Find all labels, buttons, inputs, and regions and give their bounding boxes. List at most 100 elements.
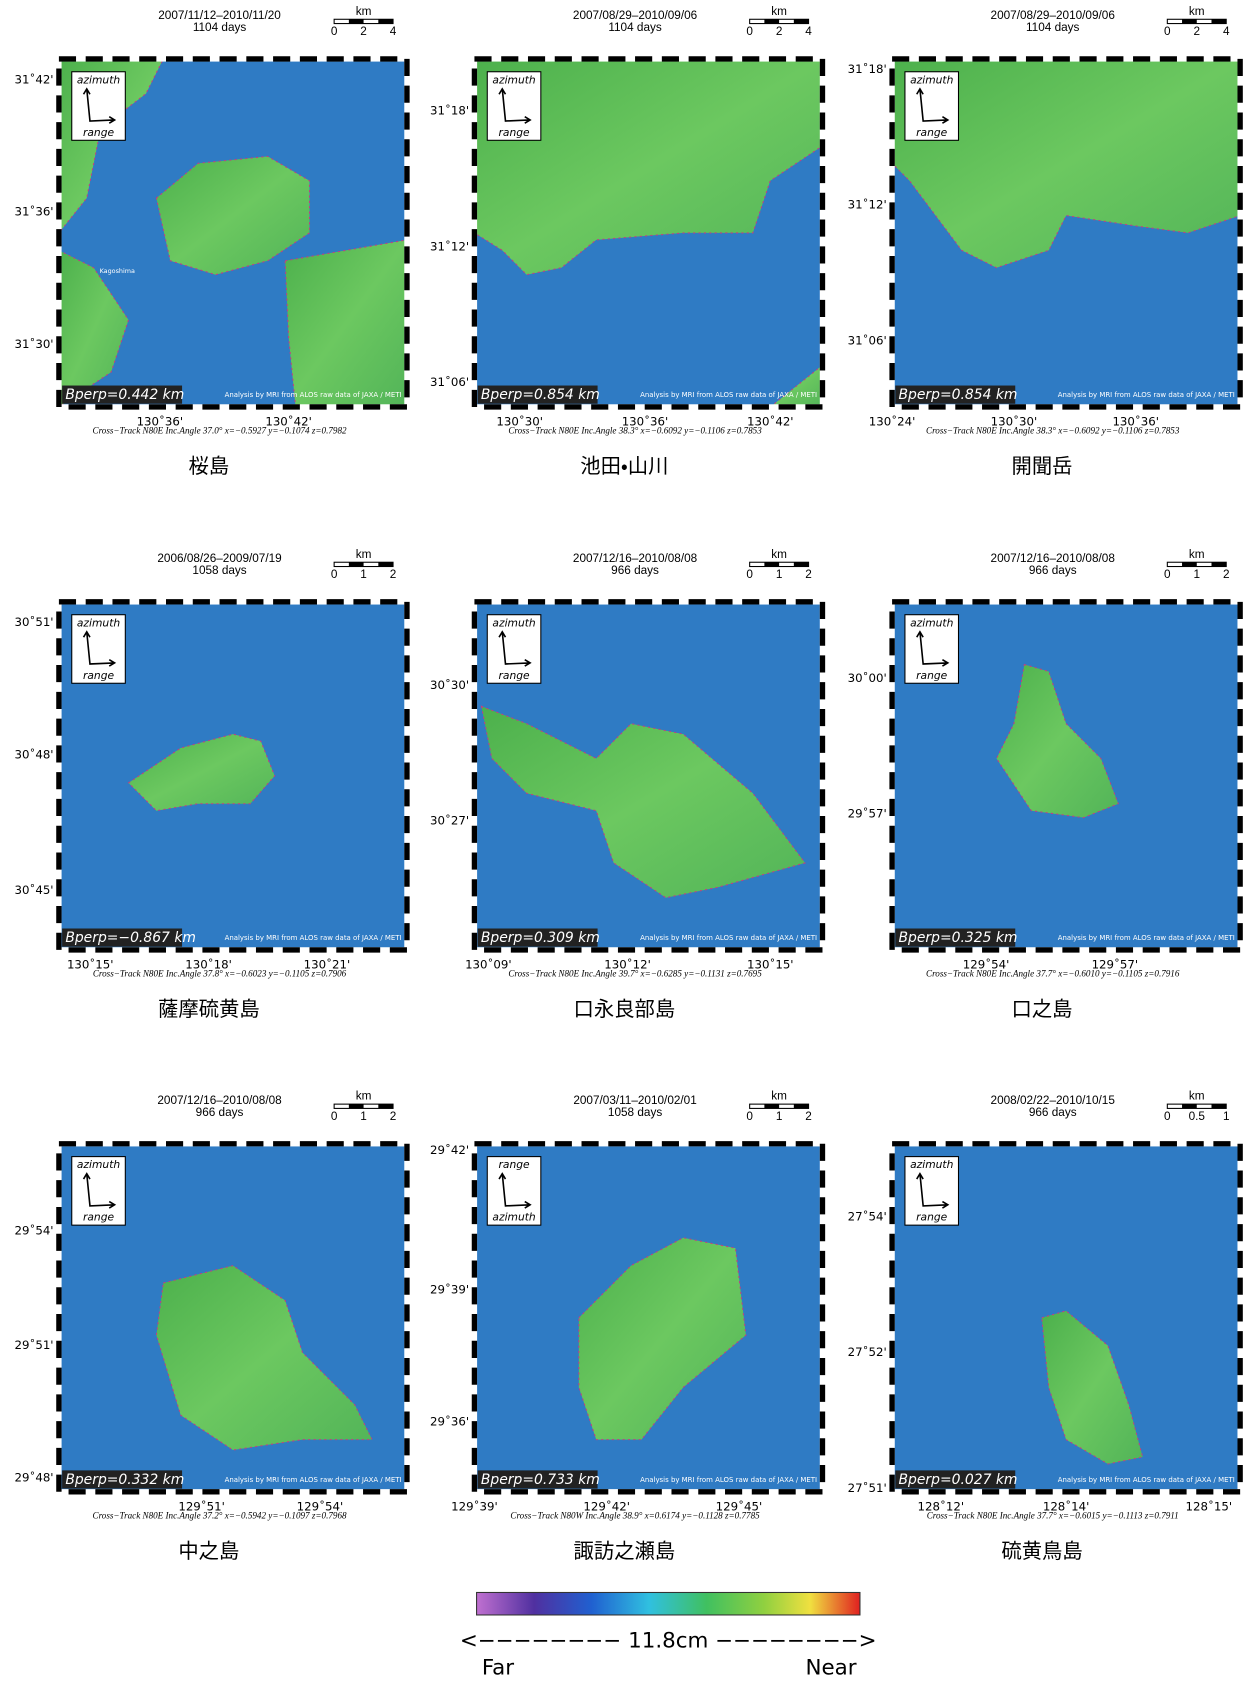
days: 1104 days bbox=[608, 21, 662, 34]
colorbar-near: Near bbox=[805, 1656, 856, 1681]
arrow-label-bottom: range bbox=[83, 669, 115, 682]
days: 966 days bbox=[196, 1106, 244, 1119]
footer: Cross−Track N80E Inc.Angle 37.7° x=−0.60… bbox=[927, 1511, 1179, 1521]
colorbar-far: Far bbox=[482, 1656, 514, 1681]
scale-bar-fill bbox=[794, 562, 809, 566]
scale-tick-label: 1 bbox=[1223, 1110, 1230, 1123]
lat-label: 31˚36' bbox=[14, 204, 53, 219]
arrow-label-bottom: range bbox=[499, 126, 531, 139]
scale-unit: km bbox=[356, 1090, 372, 1103]
lat-label: 29˚57' bbox=[848, 806, 887, 821]
scale-bar-fill bbox=[764, 1104, 779, 1108]
scale-tick-label: 1 bbox=[360, 568, 367, 581]
scale-tick-label: 2 bbox=[1193, 25, 1200, 38]
credit: Analysis by MRI from ALOS raw data of JA… bbox=[225, 1476, 402, 1484]
scale-tick-label: 2 bbox=[360, 25, 367, 38]
credit: Analysis by MRI from ALOS raw data of JA… bbox=[1058, 1476, 1235, 1484]
arrow-label-bottom: range bbox=[83, 1211, 115, 1224]
credit: Analysis by MRI from ALOS raw data of JA… bbox=[225, 391, 402, 399]
lat-label: 27˚54' bbox=[848, 1208, 887, 1223]
scale-unit: km bbox=[1189, 5, 1205, 18]
scale-tick-label: 1 bbox=[776, 568, 783, 581]
credit: Analysis by MRI from ALOS raw data of JA… bbox=[1058, 934, 1235, 942]
arrow-label-top: range bbox=[499, 1158, 531, 1171]
bperp: Bperp=0.332 km bbox=[65, 1472, 184, 1488]
scale-tick-label: 0 bbox=[746, 25, 753, 38]
scale-unit: km bbox=[771, 1090, 787, 1103]
land bbox=[285, 240, 407, 407]
scale-bar-fill bbox=[349, 19, 364, 23]
scale-bar-fill bbox=[794, 1104, 809, 1108]
lat-label: 31˚06' bbox=[430, 374, 469, 389]
scale-bar-fill bbox=[378, 19, 393, 23]
bperp: Bperp=0.854 km bbox=[481, 387, 600, 403]
days: 966 days bbox=[1029, 564, 1077, 577]
scale-unit: km bbox=[356, 548, 372, 561]
arrow-label-bottom: range bbox=[916, 669, 948, 682]
scale-tick-label: 0 bbox=[746, 1110, 753, 1123]
arrow-label-top: azimuth bbox=[77, 73, 121, 86]
panel-name: 口之島 bbox=[1012, 997, 1073, 1021]
place-label: Kagoshima bbox=[100, 267, 135, 275]
scale-tick-label: 0 bbox=[1164, 25, 1171, 38]
arrow-label-top: azimuth bbox=[910, 73, 954, 86]
arrow-label-top: azimuth bbox=[77, 1158, 121, 1171]
scale-tick-label: 0 bbox=[746, 568, 753, 581]
lon-label: 128˚15' bbox=[1186, 1498, 1233, 1513]
credit: Analysis by MRI from ALOS raw data of JA… bbox=[225, 934, 402, 942]
scale-tick-label: 2 bbox=[776, 25, 783, 38]
arrow-label-bottom: range bbox=[83, 126, 115, 139]
days: 966 days bbox=[1029, 1106, 1077, 1119]
lat-label: 27˚51' bbox=[848, 1480, 887, 1495]
scale-tick-label: 0 bbox=[1164, 568, 1171, 581]
scale-unit: km bbox=[771, 5, 787, 18]
arrow-label-top: azimuth bbox=[492, 616, 536, 629]
lat-label: 30˚30' bbox=[430, 677, 469, 692]
scale-tick-label: 4 bbox=[390, 25, 397, 38]
lon-label: 129˚39' bbox=[451, 1498, 498, 1513]
scale-tick-label: 0 bbox=[331, 568, 338, 581]
footer: Cross−Track N80E Inc.Angle 37.2° x=−0.59… bbox=[93, 1511, 348, 1521]
scale-bar-fill bbox=[349, 1104, 364, 1108]
bperp: Bperp=0.854 km bbox=[899, 387, 1018, 403]
lat-label: 30˚00' bbox=[848, 670, 887, 685]
scale-bar-fill bbox=[764, 562, 779, 566]
scale-bar-fill bbox=[1182, 562, 1197, 566]
scale-unit: km bbox=[356, 5, 372, 18]
bperp: Bperp=−0.867 km bbox=[65, 930, 196, 946]
credit: Analysis by MRI from ALOS raw data of JA… bbox=[640, 934, 817, 942]
lat-label: 31˚42' bbox=[14, 71, 53, 86]
lat-label: 31˚12' bbox=[848, 197, 887, 212]
lat-label: 29˚48' bbox=[14, 1469, 53, 1484]
footer: Cross−Track N80E Inc.Angle 37.7° x=−0.60… bbox=[926, 969, 1180, 979]
lon-label: 130˚24' bbox=[869, 413, 916, 428]
footer: Cross−Track N80E Inc.Angle 37.0° x=−0.59… bbox=[93, 426, 348, 436]
colorbar bbox=[477, 1592, 860, 1614]
lat-label: 31˚18' bbox=[848, 61, 887, 76]
bperp: Bperp=0.309 km bbox=[481, 930, 600, 946]
scale-tick-label: 1 bbox=[776, 1110, 783, 1123]
footer: Cross−Track N80E Inc.Angle 38.3° x=−0.60… bbox=[508, 426, 762, 436]
footer: Cross−Track N80W Inc.Angle 38.9° x=0.617… bbox=[510, 1511, 760, 1521]
scale-bar-fill bbox=[1182, 1104, 1197, 1108]
panel-name: 桜島 bbox=[189, 454, 230, 478]
scale-tick-label: 4 bbox=[1223, 25, 1230, 38]
bperp: Bperp=0.733 km bbox=[481, 1472, 600, 1488]
scale-tick-label: 2 bbox=[390, 568, 397, 581]
arrow-label-top: azimuth bbox=[910, 616, 954, 629]
scale-tick-label: 0 bbox=[331, 25, 338, 38]
footer: Cross−Track N80E Inc.Angle 38.3° x=−0.60… bbox=[926, 426, 1180, 436]
scale-tick-label: 4 bbox=[805, 25, 812, 38]
panel-name: 薩摩硫黄島 bbox=[158, 997, 260, 1021]
panel-name: 口永良部島 bbox=[574, 997, 676, 1021]
lat-label: 31˚18' bbox=[430, 103, 469, 118]
scale-unit: km bbox=[1189, 548, 1205, 561]
lat-label: 27˚52' bbox=[848, 1344, 887, 1359]
lat-label: 29˚42' bbox=[430, 1142, 469, 1157]
bperp: Bperp=0.325 km bbox=[899, 930, 1018, 946]
arrow-label-top: azimuth bbox=[77, 616, 121, 629]
scale-tick-label: 0 bbox=[331, 1110, 338, 1123]
arrow-label-top: azimuth bbox=[492, 73, 536, 86]
days: 966 days bbox=[611, 564, 659, 577]
arrow-label-bottom: range bbox=[499, 669, 531, 682]
